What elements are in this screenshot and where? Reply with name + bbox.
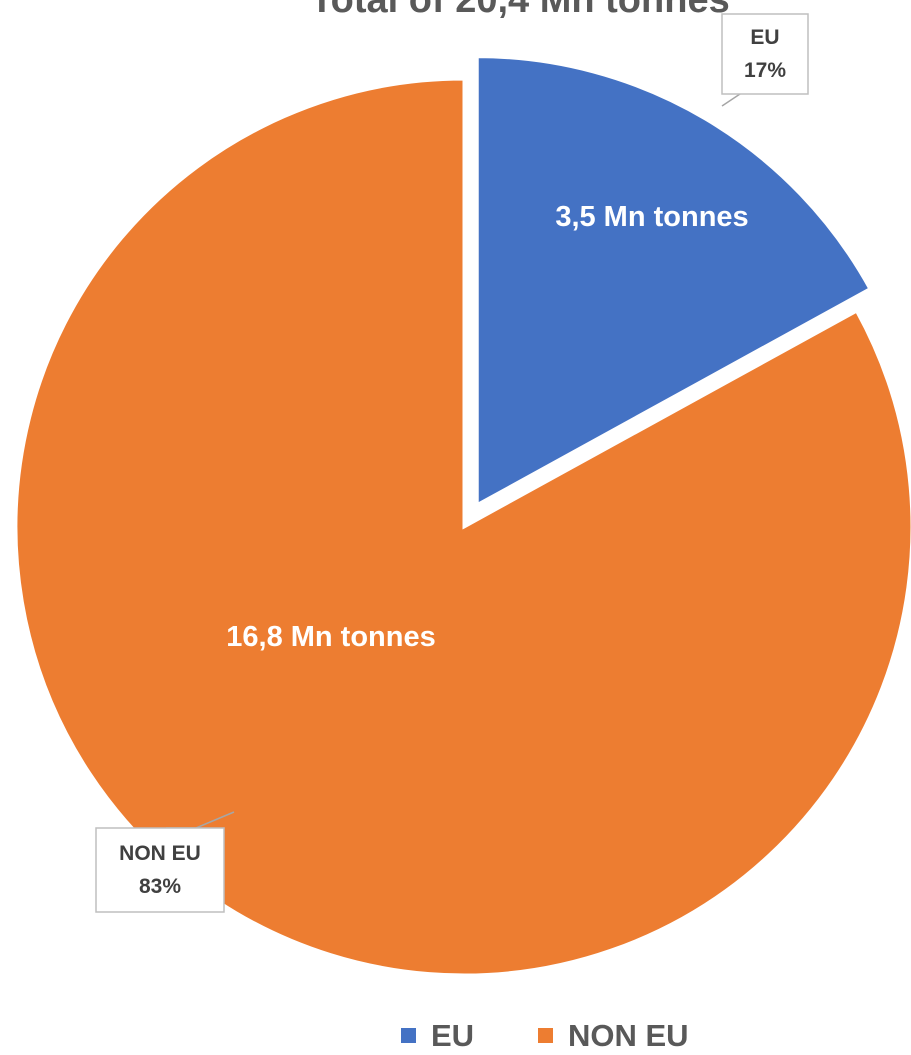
callout-non-eu-percent: 83% (139, 875, 181, 898)
pie-slice-eu (475, 55, 872, 508)
callout-non-eu: NON EU 83% (95, 811, 235, 913)
callout-non-eu-box (95, 827, 225, 913)
legend-swatch-eu (401, 1028, 416, 1043)
pie-slice-non-eu (14, 77, 911, 977)
data-label-eu-tonnes: 3,5 Mn tonnes (555, 201, 748, 233)
legend-label-non-eu: NON EU (568, 1018, 689, 1053)
callout-eu-category: EU (750, 26, 779, 49)
callout-non-eu-category: NON EU (119, 842, 201, 865)
legend-label-eu: EU (431, 1018, 474, 1053)
legend: EU NON EU (401, 1018, 689, 1053)
chart-title: Total of 20,4 Mn tonnes (310, 0, 729, 21)
callout-eu: EU 17% (721, 13, 809, 107)
callout-eu-box (721, 13, 809, 95)
legend-swatch-non-eu (538, 1028, 553, 1043)
callout-eu-leader (721, 93, 741, 107)
data-label-non-eu-tonnes: 16,8 Mn tonnes (226, 621, 436, 653)
callout-eu-percent: 17% (744, 59, 786, 82)
